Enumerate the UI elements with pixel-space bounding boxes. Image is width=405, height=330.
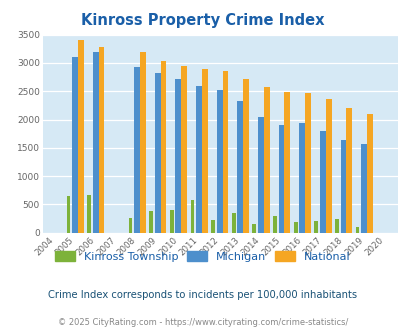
Text: Crime Index corresponds to incidents per 100,000 inhabitants: Crime Index corresponds to incidents per… — [48, 290, 357, 300]
Bar — [149, 211, 153, 233]
Bar — [134, 67, 140, 233]
Bar — [190, 200, 194, 233]
Bar — [72, 57, 78, 233]
Bar — [243, 79, 248, 233]
Bar — [273, 216, 276, 233]
Bar — [278, 125, 284, 233]
Bar — [169, 210, 173, 233]
Bar — [325, 99, 331, 233]
Bar — [66, 196, 70, 233]
Bar — [154, 73, 160, 233]
Bar — [160, 61, 166, 233]
Bar — [175, 79, 181, 233]
Legend: Kinross Township, Michigan, National: Kinross Township, Michigan, National — [51, 247, 354, 267]
Bar — [360, 145, 366, 233]
Bar — [263, 87, 269, 233]
Bar — [98, 47, 104, 233]
Bar — [313, 221, 318, 233]
Text: © 2025 CityRating.com - https://www.cityrating.com/crime-statistics/: © 2025 CityRating.com - https://www.city… — [58, 318, 347, 327]
Bar — [231, 213, 235, 233]
Bar — [128, 218, 132, 233]
Bar — [355, 227, 358, 233]
Bar — [181, 66, 187, 233]
Bar — [305, 93, 310, 233]
Bar — [222, 71, 228, 233]
Bar — [298, 123, 305, 233]
Bar — [252, 224, 256, 233]
Bar — [237, 101, 243, 233]
Bar — [366, 114, 372, 233]
Text: Kinross Property Crime Index: Kinross Property Crime Index — [81, 13, 324, 28]
Bar — [201, 69, 207, 233]
Bar — [293, 222, 297, 233]
Bar — [211, 220, 214, 233]
Bar — [340, 141, 345, 233]
Bar — [93, 51, 98, 233]
Bar — [284, 92, 290, 233]
Bar — [78, 40, 83, 233]
Bar — [216, 89, 222, 233]
Bar — [345, 108, 352, 233]
Bar — [319, 131, 325, 233]
Bar — [87, 195, 91, 233]
Bar — [140, 52, 145, 233]
Bar — [196, 85, 201, 233]
Bar — [334, 219, 338, 233]
Bar — [258, 117, 263, 233]
